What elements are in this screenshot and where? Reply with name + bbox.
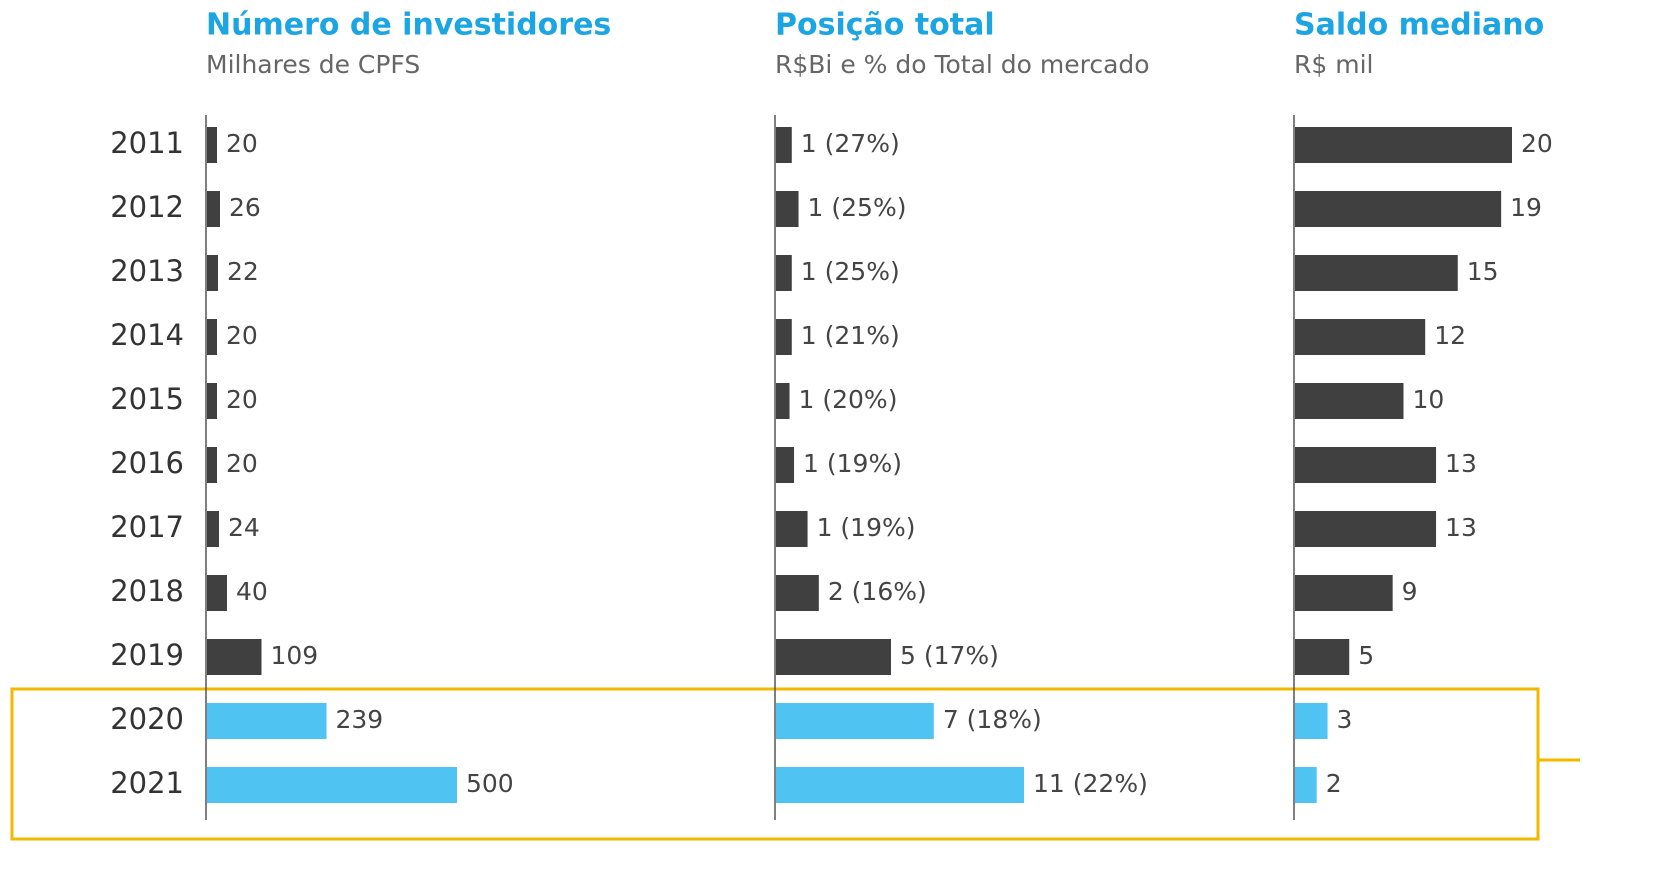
bar (776, 255, 792, 291)
value-label: 26 (229, 193, 261, 222)
y-tick-label: 2017 (110, 510, 184, 544)
bar (207, 767, 457, 803)
bar (207, 447, 217, 483)
value-label: 19 (1510, 193, 1542, 222)
value-label: 15 (1467, 257, 1499, 286)
chart-subtitle: Milhares de CPFS (206, 50, 420, 79)
value-label: 1 (21%) (801, 321, 900, 350)
bar (207, 511, 219, 547)
y-tick-label: 2013 (110, 254, 184, 288)
bar (1295, 127, 1512, 163)
chart-title: Número de investidores (206, 8, 611, 43)
value-label: 9 (1402, 577, 1418, 606)
value-label: 40 (236, 577, 268, 606)
bar (776, 767, 1024, 803)
bar (776, 447, 795, 483)
bar (207, 639, 262, 675)
y-tick-label: 2016 (110, 446, 184, 480)
bar (776, 319, 792, 355)
bar (776, 639, 891, 675)
value-label: 500 (466, 769, 514, 798)
bar (207, 255, 218, 291)
value-label: 1 (25%) (801, 257, 900, 286)
bar (776, 191, 799, 227)
y-tick-label: 2019 (110, 638, 184, 672)
value-label: 2 (16%) (828, 577, 927, 606)
y-tick-label: 2018 (110, 574, 184, 608)
chart-subtitle: R$Bi e % do Total do mercado (775, 50, 1150, 79)
bar (207, 319, 217, 355)
bar (776, 575, 819, 611)
bar (1295, 767, 1317, 803)
y-tick-label: 2015 (110, 382, 184, 416)
value-label: 20 (226, 129, 258, 158)
y-tick-label: 2014 (110, 318, 184, 352)
bar (1295, 639, 1350, 675)
value-label: 239 (336, 705, 384, 734)
value-label: 13 (1445, 449, 1477, 478)
bar (207, 127, 217, 163)
value-label: 20 (226, 449, 258, 478)
bar (1295, 575, 1393, 611)
chart-title: Saldo mediano (1294, 8, 1544, 43)
value-label: 12 (1434, 321, 1466, 350)
bar (776, 703, 934, 739)
bar (207, 191, 220, 227)
value-label: 1 (19%) (803, 449, 902, 478)
chart-title: Posição total (775, 8, 995, 43)
value-label: 1 (19%) (817, 513, 916, 542)
value-label: 109 (271, 641, 319, 670)
bar (1295, 191, 1502, 227)
bar (1295, 703, 1328, 739)
value-label: 1 (27%) (801, 129, 900, 158)
value-label: 1 (20%) (799, 385, 898, 414)
value-label: 10 (1413, 385, 1445, 414)
value-label: 11 (22%) (1033, 769, 1148, 798)
value-label: 7 (18%) (943, 705, 1042, 734)
value-label: 20 (1521, 129, 1553, 158)
y-tick-label: 2020 (110, 702, 184, 736)
bar (207, 703, 327, 739)
bar (1295, 511, 1437, 547)
bar (776, 511, 808, 547)
value-label: 3 (1337, 705, 1353, 734)
value-label: 24 (228, 513, 260, 542)
bar (1295, 383, 1404, 419)
bar (776, 127, 792, 163)
value-label: 5 (1358, 641, 1374, 670)
bar (1295, 447, 1437, 483)
bar (1295, 319, 1426, 355)
bar (776, 383, 790, 419)
value-label: 22 (227, 257, 259, 286)
value-label: 1 (25%) (808, 193, 907, 222)
y-tick-label: 2021 (110, 766, 184, 800)
y-tick-label: 2011 (110, 126, 184, 160)
bar (207, 575, 227, 611)
value-label: 13 (1445, 513, 1477, 542)
chart-subtitle: R$ mil (1294, 50, 1373, 79)
bar (1295, 255, 1458, 291)
y-tick-label: 2012 (110, 190, 184, 224)
value-label: 20 (226, 321, 258, 350)
value-label: 2 (1326, 769, 1342, 798)
value-label: 20 (226, 385, 258, 414)
bar (207, 383, 217, 419)
value-label: 5 (17%) (900, 641, 999, 670)
